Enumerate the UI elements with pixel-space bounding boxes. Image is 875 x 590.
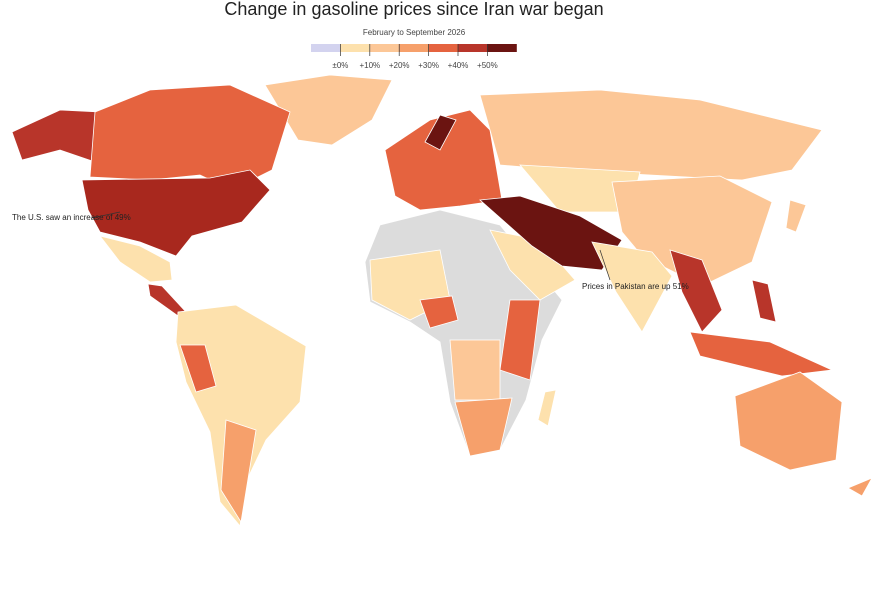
central-america bbox=[147, 283, 187, 317]
legend-label: +40% bbox=[448, 61, 469, 70]
countries bbox=[11, 74, 873, 527]
mexico bbox=[98, 235, 173, 283]
legend-swatch bbox=[487, 44, 517, 52]
india bbox=[591, 241, 673, 333]
legend-label: +50% bbox=[477, 61, 498, 70]
philippines bbox=[751, 279, 777, 323]
argentina bbox=[220, 419, 257, 524]
australia bbox=[734, 371, 843, 471]
legend-label: +20% bbox=[389, 61, 410, 70]
legend-swatch bbox=[340, 44, 370, 52]
greenland bbox=[264, 74, 393, 146]
legend-label: +30% bbox=[418, 61, 439, 70]
nigeria bbox=[419, 295, 459, 329]
legend-label: +10% bbox=[359, 61, 380, 70]
japan bbox=[785, 199, 807, 233]
canada bbox=[89, 84, 291, 191]
peru bbox=[179, 344, 217, 393]
madagascar bbox=[537, 389, 557, 427]
legend-swatch bbox=[428, 44, 458, 52]
southern-africa bbox=[454, 397, 513, 457]
southeast-asia bbox=[669, 249, 723, 333]
legend-swatch bbox=[311, 44, 341, 52]
legend-swatch bbox=[458, 44, 488, 52]
united-states bbox=[81, 169, 271, 257]
legend-swatch bbox=[399, 44, 429, 52]
norway bbox=[424, 114, 457, 151]
annotation-line bbox=[599, 249, 611, 281]
annotation-line bbox=[91, 211, 121, 219]
subtitle: February to September 2026 bbox=[363, 28, 466, 37]
title: Change in gasoline prices since Iran war… bbox=[224, 0, 603, 19]
legend: ±0% +10% +20% +30% +40% +50% bbox=[311, 44, 517, 70]
annotation: The U.S. saw an increase of 49% bbox=[12, 213, 131, 222]
new-zealand bbox=[847, 477, 873, 497]
alaska bbox=[11, 109, 101, 163]
east-africa bbox=[499, 299, 541, 381]
indonesia bbox=[689, 331, 834, 377]
central-africa bbox=[449, 339, 501, 401]
annotation: Prices in Pakistan are up 51% bbox=[582, 282, 689, 291]
legend-swatch bbox=[369, 44, 400, 52]
legend-label: ±0% bbox=[332, 61, 348, 70]
